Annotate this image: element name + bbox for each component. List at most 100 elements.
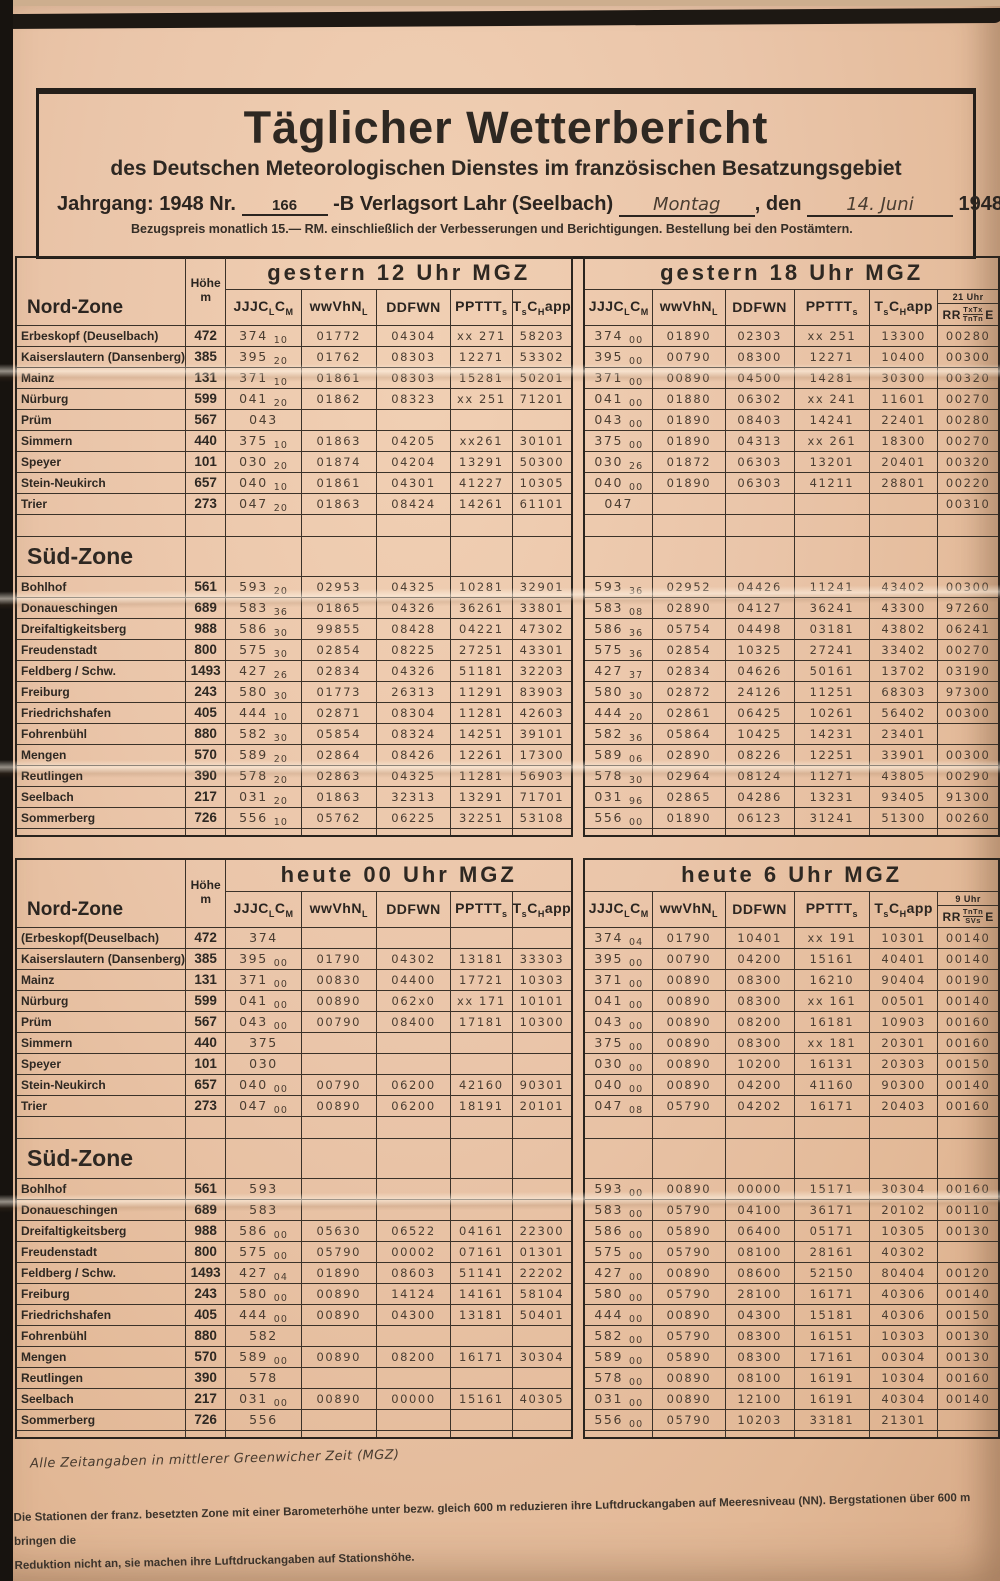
empty-row <box>15 1115 573 1139</box>
table-row: Reutlingen 390 578 20 02863 04325 11281 56903 <box>15 764 573 787</box>
data-cell: 02953 <box>300 575 377 598</box>
station-name: Kaiserslautern (Dansenberg) <box>15 947 187 970</box>
data-cell: 00320 <box>937 450 1000 473</box>
station-name: Dreifaltigkeitsberg <box>15 1219 187 1242</box>
table-row: Fohrenbühl 880 582 <box>15 1324 573 1347</box>
table-row: Donaueschingen 689 583 <box>15 1198 573 1221</box>
data-cell: 00130 <box>937 1345 1000 1368</box>
table-cell <box>724 1137 795 1179</box>
data-cell: 00300 <box>937 575 1000 598</box>
column-header: DDFWN <box>375 890 452 928</box>
table-row: 444 20 02861 06425 10261 56402 00300 <box>583 701 1000 724</box>
zone-label: Süd-Zone <box>15 1137 187 1179</box>
jjj-cell: 427 37 <box>583 659 654 682</box>
table-row: 444 00 00890 04300 15181 40306 00150 <box>583 1303 1000 1326</box>
station-elevation: 880 <box>185 1324 227 1347</box>
data-cell: 15171 <box>793 1177 871 1200</box>
data-cell <box>511 408 573 431</box>
jjj-cell: 582 30 <box>225 722 302 745</box>
jjj-cell: 580 30 <box>583 680 654 703</box>
station-name: Freudenstadt <box>15 1240 187 1263</box>
table-row: 427 37 02834 04626 50161 13702 03190 <box>583 659 1000 682</box>
table-row: 031 00 00890 12100 16191 40304 00140 <box>583 1387 1000 1410</box>
table-cell <box>724 1429 795 1439</box>
data-cell: 05790 <box>652 1324 726 1347</box>
data-cell: 41211 <box>793 471 871 494</box>
data-cell <box>793 492 871 515</box>
column-header: TsCHapp <box>511 890 573 928</box>
station-elevation: 689 <box>185 596 227 619</box>
data-cell: 10305 <box>511 471 573 494</box>
station-name: Speyer <box>15 450 187 473</box>
data-cell <box>375 1031 452 1054</box>
data-cell: 50300 <box>511 450 573 473</box>
data-cell: 13291 <box>450 785 513 808</box>
jjj-cell: 444 00 <box>225 1303 302 1326</box>
data-cell: 02865 <box>652 785 726 808</box>
data-cell: 00300 <box>937 345 1000 368</box>
data-cell: 00160 <box>937 1010 1000 1033</box>
table-cell <box>375 827 452 837</box>
station-name: Donaueschingen <box>15 596 187 619</box>
jjj-cell: 444 10 <box>225 701 302 724</box>
table-cell <box>300 827 377 837</box>
data-cell: 05762 <box>300 806 377 829</box>
table-cell <box>375 1137 452 1179</box>
jjj-cell: 031 00 <box>225 1387 302 1410</box>
data-cell: 06123 <box>724 806 795 829</box>
table-cell <box>450 827 513 837</box>
jjj-cell: 371 00 <box>583 968 654 991</box>
data-cell: 32313 <box>375 785 452 808</box>
data-cell: 01890 <box>652 324 726 347</box>
data-cell: 20401 <box>869 450 939 473</box>
table-cell <box>375 513 452 537</box>
data-cell: 03190 <box>937 659 1000 682</box>
data-cell: 11291 <box>450 680 513 703</box>
table-cell <box>185 1429 227 1439</box>
data-cell: 17721 <box>450 968 513 991</box>
data-cell: 00150 <box>937 1052 1000 1075</box>
data-cell: 08300 <box>724 968 795 991</box>
data-cell <box>450 1052 513 1075</box>
empty-row <box>583 1429 1000 1439</box>
table-cell <box>937 513 1000 537</box>
table-cell <box>869 1429 939 1439</box>
data-cell: 90300 <box>869 1073 939 1096</box>
jjj-cell: 575 36 <box>583 638 654 661</box>
station-elevation: 385 <box>185 947 227 970</box>
group-title: heute 6 Uhr MGZ <box>583 858 1000 892</box>
station-elevation: 726 <box>185 806 227 829</box>
data-cell: 10301 <box>869 926 939 949</box>
station-name: Fohrenbühl <box>15 722 187 745</box>
station-elevation: 800 <box>185 638 227 661</box>
data-cell: 00890 <box>652 989 726 1012</box>
table-row: Bohlhof 561 593 <box>15 1177 573 1200</box>
data-cell: 06302 <box>724 387 795 410</box>
data-cell: 97300 <box>937 680 1000 703</box>
data-cell: 17161 <box>793 1345 871 1368</box>
jjj-cell: 593 20 <box>225 575 302 598</box>
jjj-cell: 593 36 <box>583 575 654 598</box>
data-cell: 17181 <box>450 1010 513 1033</box>
table-row: 395 00 00790 08300 12271 10400 00300 <box>583 345 1000 368</box>
data-cell: 16181 <box>793 1010 871 1033</box>
table-row: Sommerberg 726 556 <box>15 1408 573 1431</box>
column-header: PPTTTs <box>450 890 513 928</box>
data-cell: 00270 <box>937 638 1000 661</box>
data-cell: 93405 <box>869 785 939 808</box>
data-cell: 06200 <box>375 1094 452 1117</box>
jjj-cell: 444 00 <box>583 1303 654 1326</box>
page-subtitle: des Deutschen Meteorologischen Dienstes … <box>110 157 902 180</box>
station-name: Trier <box>15 1094 187 1117</box>
data-cell: 53302 <box>511 345 573 368</box>
jjj-cell: 444 20 <box>583 701 654 724</box>
table-cell <box>185 827 227 837</box>
data-cell: 20102 <box>869 1198 939 1221</box>
data-cell: 04325 <box>375 764 452 787</box>
station-elevation: 405 <box>185 1303 227 1326</box>
data-cell: 04100 <box>724 1198 795 1221</box>
column-header: DDFWN <box>375 288 452 326</box>
table-row: Bohlhof 561 593 20 02953 04325 10281 32901 <box>15 575 573 598</box>
jjj-cell: 030 00 <box>583 1052 654 1075</box>
